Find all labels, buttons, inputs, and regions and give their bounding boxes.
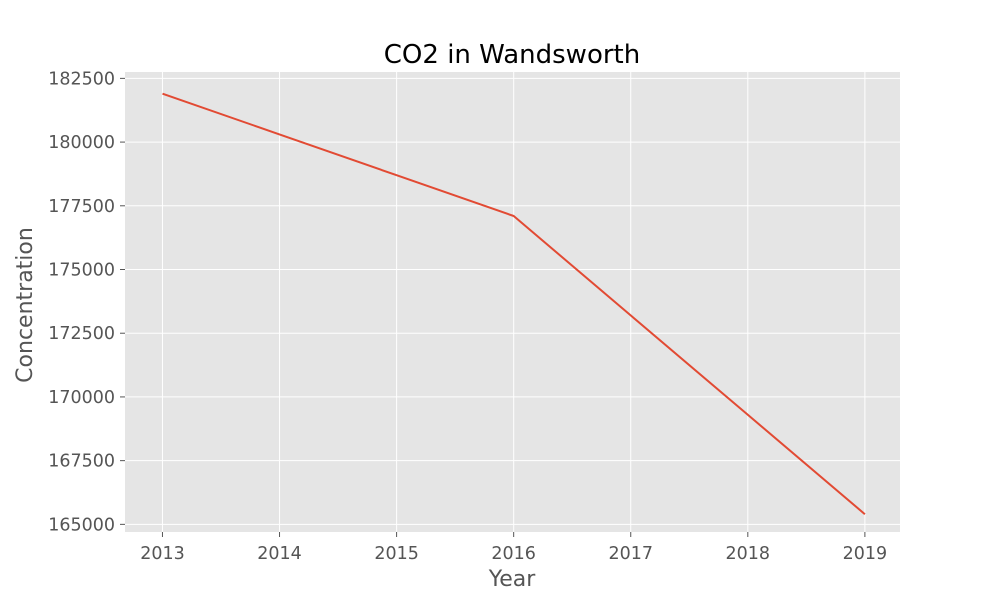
x-tick-label-4: 2017 xyxy=(608,544,653,564)
x-tick-label-0: 2013 xyxy=(140,544,185,564)
x-tick-label-1: 2014 xyxy=(257,544,302,564)
y-tick-label-7: 182500 xyxy=(48,69,115,89)
y-tick-label-4: 175000 xyxy=(48,261,115,281)
chart-title: CO2 in Wandsworth xyxy=(384,40,640,70)
x-tick-label-5: 2018 xyxy=(726,544,771,564)
y-tick-label-2: 170000 xyxy=(48,388,115,408)
x-axis-ticks: 2013 2014 2015 2016 2017 2018 2019 xyxy=(140,532,887,564)
y-axis-label: Concentration xyxy=(13,227,38,383)
x-tick-label-6: 2019 xyxy=(843,544,888,564)
grid-lines xyxy=(125,72,900,532)
series-line-0 xyxy=(162,92,866,515)
y-tick-label-0: 165000 xyxy=(48,515,115,535)
x-axis-label: Year xyxy=(488,567,537,592)
x-tick-label-2: 2015 xyxy=(374,544,419,564)
y-tick-label-3: 172500 xyxy=(48,324,115,344)
y-tick-label-6: 180000 xyxy=(48,133,115,153)
series-group xyxy=(162,92,866,515)
y-tick-label-1: 167500 xyxy=(48,452,115,472)
x-tick-label-3: 2016 xyxy=(491,544,536,564)
y-tick-label-5: 177500 xyxy=(48,197,115,217)
y-axis-ticks: 165000 167500 170000 172500 175000 177500 1800… xyxy=(48,69,125,535)
plot-area xyxy=(125,72,900,532)
